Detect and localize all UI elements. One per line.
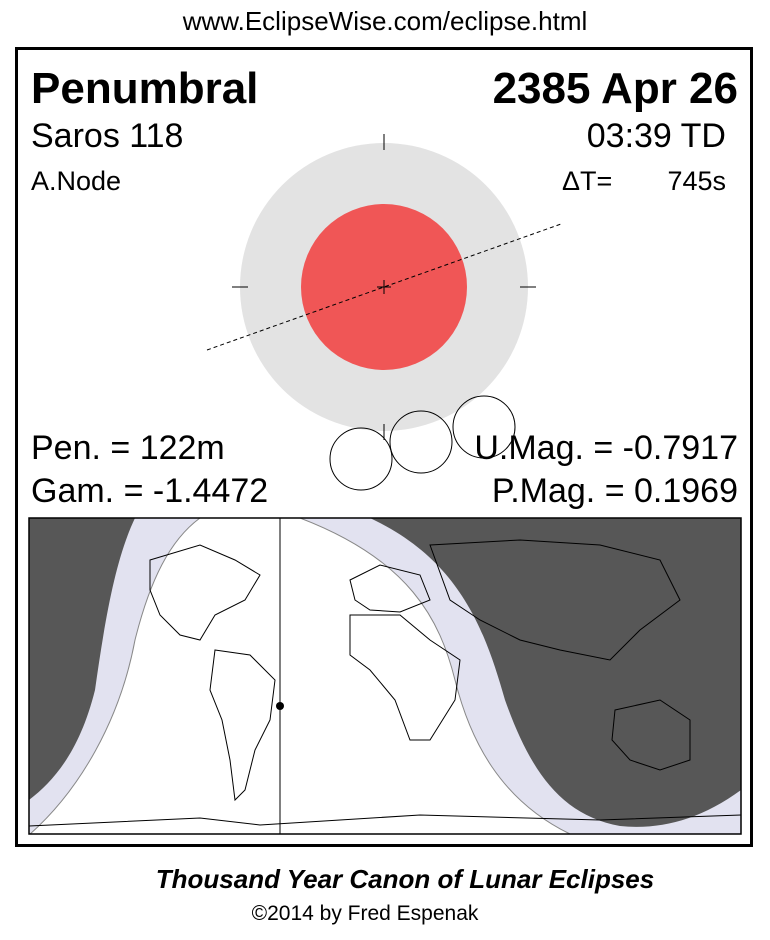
eclipse-panel-frame <box>15 47 753 847</box>
source-url: www.EclipseWise.com/eclipse.html <box>182 6 588 36</box>
world-map <box>28 517 742 835</box>
moon-last-contact <box>452 395 516 459</box>
night-zone-east <box>370 518 741 827</box>
moon-first-contact <box>329 427 393 491</box>
copyright: ©2014 by Fred Espenak <box>251 902 479 925</box>
penumbral-duration: Pen. = 122m <box>31 429 225 467</box>
gamma: Gam. = -1.4472 <box>31 472 269 510</box>
night-zone-west <box>29 518 135 800</box>
saros-number: Saros 118 <box>31 117 184 155</box>
eclipse-type: Penumbral <box>31 64 259 113</box>
umbral-magnitude: U.Mag. = -0.7917 <box>474 429 738 467</box>
penumbral-magnitude: P.Mag. = 0.1969 <box>491 472 738 510</box>
penumbra-boundary <box>299 518 571 834</box>
moon-greatest-eclipse <box>389 410 453 474</box>
sub-lunar-point <box>276 702 284 710</box>
canon-title: Thousand Year Canon of Lunar Eclipses <box>155 864 655 894</box>
node: A.Node <box>31 166 122 196</box>
coastlines <box>29 539 741 827</box>
delta-t-value: 745s <box>667 166 726 196</box>
eclipse-date: 2385 Apr 26 <box>492 64 738 113</box>
axis-ticks <box>232 134 536 440</box>
penumbra-boundary <box>29 518 201 834</box>
eclipse-time: 03:39 TD <box>586 117 726 155</box>
delta-t-label: ΔT= <box>562 166 613 196</box>
